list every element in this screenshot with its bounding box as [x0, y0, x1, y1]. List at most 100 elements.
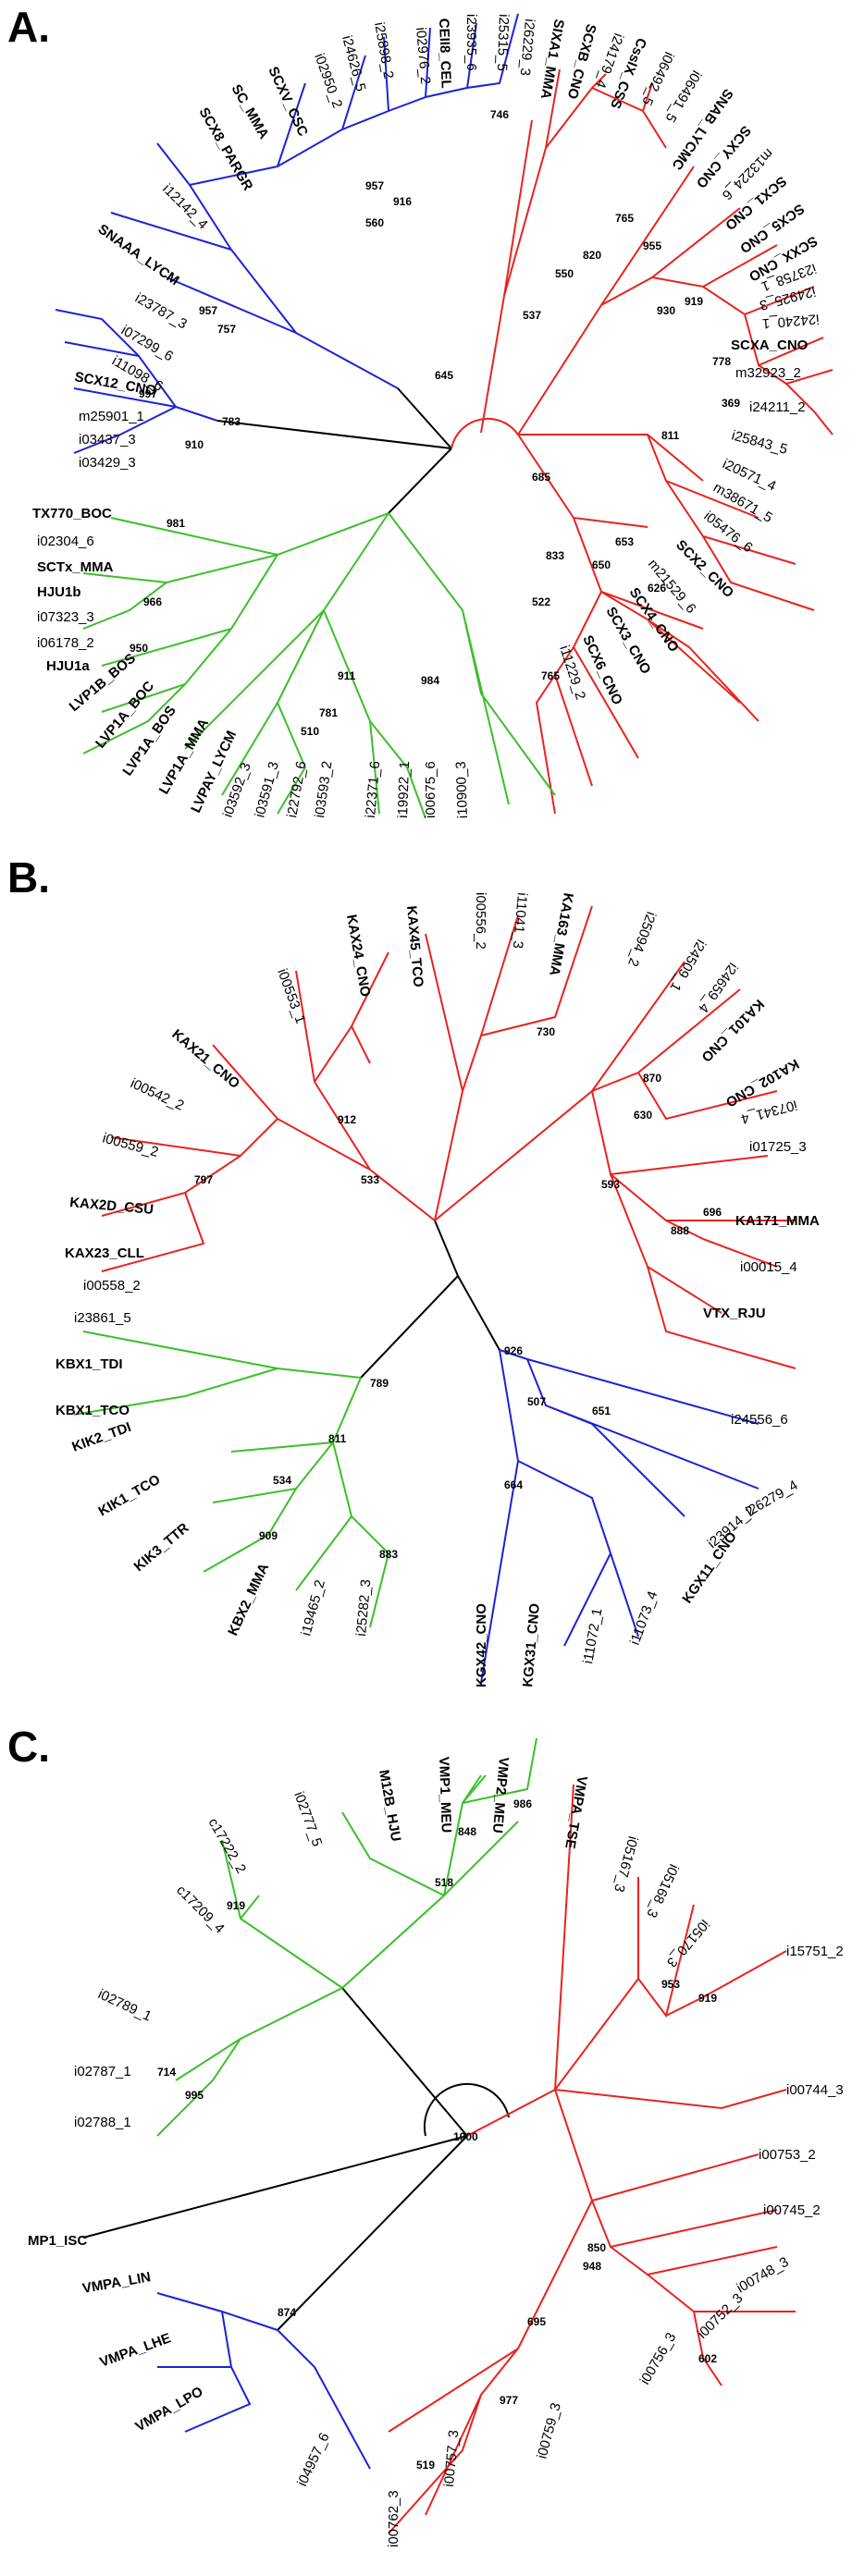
leaf: i07341_4 [739, 1097, 798, 1126]
leaf: i19465_2 [298, 1578, 327, 1638]
bootstrap-value: 995 [185, 2089, 204, 2102]
leaf: i24626_5 [339, 34, 368, 93]
leaf: i00745_2 [763, 2202, 821, 2218]
panel-a-leaves: SCX12_CNO i11098_6 i07299_6 i23787_3 SNA… [32, 14, 821, 820]
leaf: i00757_3 [441, 2429, 462, 2487]
leaf: i02950_2 [311, 52, 345, 111]
leaf: i05167_3 [611, 1834, 640, 1894]
bootstrap-value: 685 [532, 471, 550, 484]
leaf: i04957_6 [294, 2431, 332, 2489]
bootstrap-value: 966 [143, 595, 162, 608]
panel-b-bootstrap: 912 797 533 730 870 630 593 696 888 789 … [194, 1025, 722, 1561]
leaf: VMP2_MEU [489, 1757, 512, 1834]
leaf: i03591_3 [252, 760, 281, 819]
blue-clade [480, 1349, 759, 1684]
leaf: i02976_2 [413, 27, 433, 85]
tree-b: i00553_1 KAX24_CNO KAX45_TCO i00556_2 i1… [56, 891, 820, 1687]
tree-a: SCX12_CNO i11098_6 i07299_6 i23787_3 SNA… [32, 13, 833, 820]
leaf: i11041_3 [510, 892, 530, 950]
leaf: i05168_3 [643, 1861, 681, 1920]
bootstrap-value: 533 [361, 1173, 379, 1186]
leaf: i22371_6 [363, 760, 383, 818]
bootstrap-value: 888 [671, 1224, 689, 1237]
leaf: i24509_1 [667, 937, 710, 994]
bootstrap-value: 518 [435, 1876, 453, 1889]
bootstrap-value: 957 [365, 179, 384, 192]
bootstrap-value: 1000 [453, 2130, 478, 2143]
bootstrap-value: 916 [393, 195, 412, 208]
leaf: m25901_1 [79, 409, 144, 424]
leaf: i00553_1 [274, 967, 308, 1026]
bootstrap-value: 369 [722, 397, 740, 410]
leaf: i22792_6 [284, 760, 309, 819]
bootstrap-value: 953 [661, 1978, 680, 1991]
leaf: KAX21_CNO [168, 1026, 242, 1092]
leaf: KGX42_CNO [474, 1603, 489, 1687]
leaf: i23861_5 [74, 1310, 131, 1326]
panel-b-leaves: i00553_1 KAX24_CNO KAX45_TCO i00556_2 i1… [56, 891, 820, 1687]
bootstrap-value: 986 [513, 1797, 532, 1810]
leaf: KIK2_TDI [70, 1419, 133, 1455]
bootstrap-value: 714 [157, 2066, 176, 2079]
leaf: SCXV_CSC [265, 65, 311, 140]
leaf: i00558_2 [83, 1278, 141, 1294]
panel-c-letter: C. [7, 1723, 50, 1771]
bootstrap-value: 778 [712, 355, 731, 368]
bootstrap-value: 955 [643, 239, 661, 252]
leaf: m32923_2 [735, 365, 801, 381]
bootstrap-value: 910 [185, 438, 204, 451]
leaf: i00762_3 [386, 2490, 401, 2547]
leaf: i00675_6 [423, 761, 438, 818]
leaf: i05170_3 [663, 1916, 712, 1969]
blue-clade [55, 13, 519, 454]
bootstrap-value: 850 [587, 2241, 606, 2254]
leaf: KIK1_TCO [96, 1471, 164, 1519]
leaf: i03437_3 [79, 432, 136, 448]
panel-b-letter: B. [7, 853, 50, 902]
leaf: i06178_2 [37, 635, 94, 651]
leaf: i06492_5 [638, 49, 676, 107]
bootstrap-value: 593 [601, 1178, 620, 1191]
bootstrap-value: 746 [490, 108, 509, 121]
leaf: i25843_5 [730, 427, 789, 457]
leaf: M12B_HJU [376, 1769, 403, 1843]
leaf: i24211_2 [749, 399, 806, 415]
bootstrap-value: 730 [537, 1025, 555, 1038]
leaf: i11072_1 [580, 1607, 605, 1665]
leaf: VMPA_LIN [81, 2269, 153, 2297]
tree-c: i02777_5 M12B_HJU VMP1_MEU VMP2_MEU c172… [28, 1737, 844, 2547]
bootstrap-value: 874 [278, 2306, 296, 2319]
leaf: i02787_1 [74, 2064, 131, 2079]
leaf: SC_MMA [228, 82, 272, 142]
leaf: i00744_3 [786, 2082, 844, 2098]
leaf: i24556_6 [731, 1412, 788, 1428]
bootstrap-value: 781 [319, 706, 338, 719]
bootstrap-value: 645 [435, 369, 453, 382]
leaf: i24240_1 [761, 311, 820, 331]
bootstrap-value: 984 [421, 674, 439, 687]
leaf: i23935_6 [463, 14, 479, 71]
leaf: KAX24_CNO [343, 914, 373, 999]
bootstrap-value: 957 [199, 304, 217, 317]
green-clade [73, 1331, 390, 1628]
leaf: i02304_6 [37, 534, 94, 549]
leaf: VMPA_LHE [98, 2330, 174, 2371]
bootstrap-value: 919 [698, 1992, 717, 2005]
bootstrap-value: 651 [592, 1405, 611, 1417]
red-clade [388, 1784, 796, 2534]
leaf: i00759_3 [534, 2401, 563, 2460]
leaf: c17209_4 [173, 1883, 228, 1937]
leaf: i26229_3 [517, 18, 537, 77]
leaf: VMP1_MEU [436, 1757, 454, 1834]
bootstrap-value: 948 [583, 2260, 601, 2273]
bootstrap-value: 977 [500, 2394, 518, 2407]
panel-c-leaves: i02777_5 M12B_HJU VMP1_MEU VMP2_MEU c172… [28, 1757, 844, 2547]
bootstrap-value: 550 [555, 267, 574, 280]
leaf: i00756_3 [637, 2330, 680, 2387]
leaf: i00542_2 [128, 1075, 186, 1113]
bootstrap-value: 650 [592, 558, 611, 571]
leaf: i25315_5 [494, 14, 512, 71]
root-branch [216, 387, 452, 514]
bootstrap-value: 519 [416, 2459, 435, 2472]
green-clade [82, 512, 556, 819]
